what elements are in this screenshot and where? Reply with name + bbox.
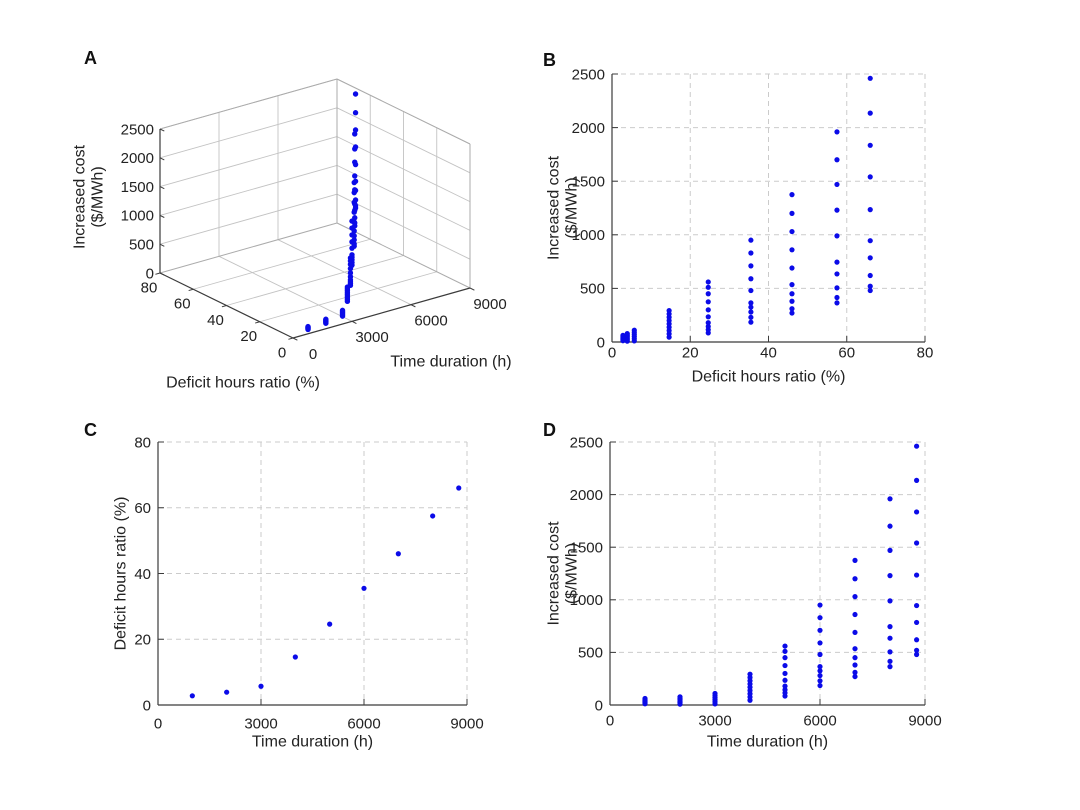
- svg-text:3000: 3000: [355, 329, 388, 346]
- svg-text:500: 500: [580, 281, 605, 298]
- svg-text:2500: 2500: [570, 434, 603, 451]
- svg-text:($/MWh): ($/MWh): [564, 543, 581, 604]
- svg-text:60: 60: [174, 296, 191, 313]
- svg-text:20: 20: [134, 632, 151, 649]
- svg-text:2000: 2000: [570, 487, 603, 504]
- svg-text:40: 40: [760, 344, 777, 361]
- panel-d-scatter-plot: 0 3000 6000 9000 0 500 1000 1500 2000 2500 Time du…: [546, 434, 942, 751]
- svg-text:1000: 1000: [572, 227, 605, 244]
- svg-text:Time duration (h): Time duration (h): [390, 354, 511, 371]
- svg-text:0: 0: [597, 334, 605, 351]
- svg-text:Increased cost: Increased cost: [546, 155, 563, 260]
- svg-text:0: 0: [278, 344, 286, 361]
- svg-text:0: 0: [595, 697, 603, 714]
- svg-text:40: 40: [134, 566, 151, 583]
- svg-text:3000: 3000: [244, 715, 277, 732]
- svg-text:40: 40: [207, 312, 224, 329]
- panel-a-label: A: [84, 48, 97, 68]
- svg-text:1000: 1000: [121, 208, 154, 225]
- svg-text:Increased cost: Increased cost: [72, 144, 89, 249]
- svg-text:Deficit hours ratio (%): Deficit hours ratio (%): [692, 369, 846, 386]
- svg-text:60: 60: [134, 500, 151, 517]
- svg-text:($/MWh): ($/MWh): [90, 166, 107, 227]
- svg-text:6000: 6000: [803, 712, 836, 729]
- svg-text:9000: 9000: [450, 715, 483, 732]
- svg-text:1500: 1500: [572, 173, 605, 190]
- svg-text:6000: 6000: [414, 312, 447, 329]
- svg-text:2000: 2000: [572, 120, 605, 137]
- svg-text:500: 500: [578, 645, 603, 662]
- panel-c-label: C: [84, 420, 97, 440]
- svg-text:3000: 3000: [698, 712, 731, 729]
- svg-text:($/MWh): ($/MWh): [564, 177, 581, 238]
- svg-text:2500: 2500: [572, 66, 605, 83]
- svg-text:60: 60: [838, 344, 855, 361]
- panel-c-scatter-plot: 0 3000 6000 9000 0 20 40 60 80 Time duration (h) D…: [113, 434, 484, 751]
- svg-text:0: 0: [309, 346, 317, 363]
- svg-text:0: 0: [606, 712, 614, 729]
- svg-text:1500: 1500: [121, 179, 154, 196]
- svg-text:1500: 1500: [570, 539, 603, 556]
- svg-text:80: 80: [917, 344, 934, 361]
- svg-text:0: 0: [143, 697, 151, 714]
- svg-text:80: 80: [141, 279, 158, 296]
- svg-text:Deficit hours ratio (%): Deficit hours ratio (%): [113, 497, 130, 651]
- svg-text:2000: 2000: [121, 150, 154, 167]
- svg-text:500: 500: [129, 236, 154, 253]
- svg-text:Time duration (h): Time duration (h): [707, 734, 828, 751]
- svg-text:Time duration (h): Time duration (h): [252, 734, 373, 751]
- svg-text:20: 20: [682, 344, 699, 361]
- panel-b-label: B: [543, 50, 556, 70]
- svg-text:0: 0: [146, 265, 154, 282]
- panel-a-3d-scatter-plot: 0500100015002000250002040608003000600090…: [72, 78, 512, 392]
- svg-text:9000: 9000: [908, 712, 941, 729]
- svg-text:6000: 6000: [347, 715, 380, 732]
- svg-text:1000: 1000: [570, 592, 603, 609]
- svg-text:9000: 9000: [473, 296, 506, 313]
- svg-text:Increased cost: Increased cost: [546, 521, 563, 626]
- svg-text:0: 0: [608, 344, 616, 361]
- svg-text:80: 80: [134, 434, 151, 451]
- svg-text:20: 20: [240, 328, 257, 345]
- svg-text:Deficit hours ratio (%): Deficit hours ratio (%): [166, 375, 320, 392]
- svg-text:2500: 2500: [121, 121, 154, 138]
- panel-b-scatter-plot: 0 20 40 60 80 0 500 1000 1500 2000 2500 Deficit hou…: [546, 66, 934, 386]
- svg-text:0: 0: [154, 715, 162, 732]
- panel-d-label: D: [543, 420, 556, 440]
